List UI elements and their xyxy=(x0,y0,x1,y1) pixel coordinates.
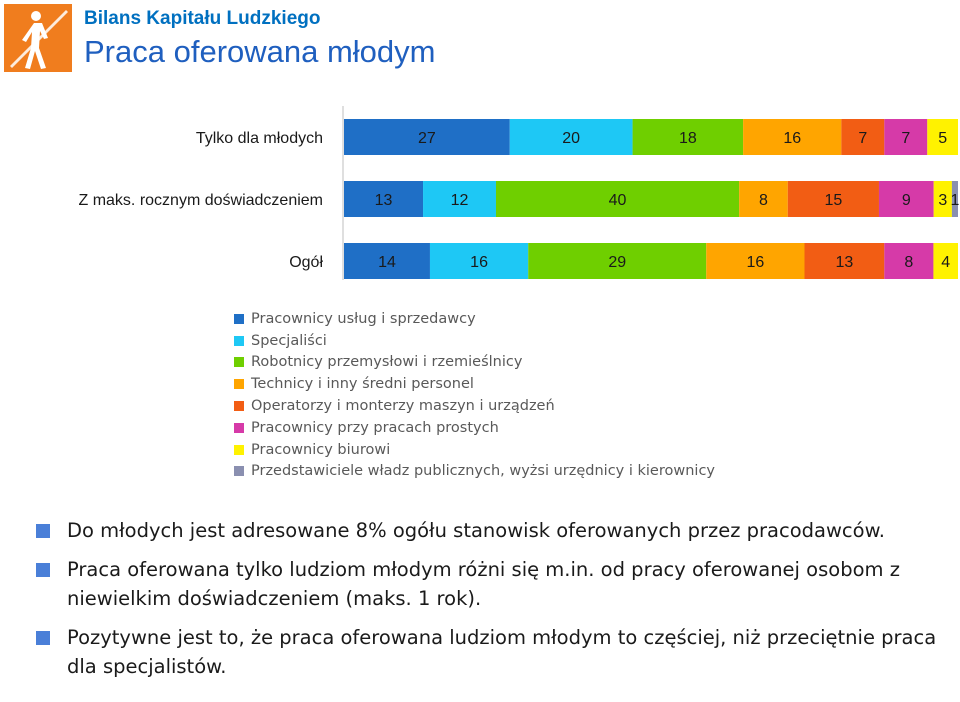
chart-legend: Pracownicy usług i sprzedawcy Specjaliści… xyxy=(234,308,715,482)
bar-value-label: 27 xyxy=(418,130,436,147)
bullet-text: Pozytywne jest to, że praca oferowana lu… xyxy=(67,626,937,678)
legend-swatch xyxy=(234,335,244,346)
bullet-text: Do młodych jest adresowane 8% ogółu stan… xyxy=(67,519,885,542)
bar-segment xyxy=(884,119,928,155)
legend-label: Technicy i inny średni personel xyxy=(251,376,474,393)
bullet-list: Do młodych jest adresowane 8% ogółu stan… xyxy=(36,516,956,691)
legend-label: Pracownicy przy pracach prostych xyxy=(251,419,499,436)
bar-segment xyxy=(528,243,707,279)
bar-segment xyxy=(344,243,430,279)
presentation-supertitle: Bilans Kapitału Ludzkiego xyxy=(84,8,321,29)
legend-item: Operatorzy i monterzy maszyn i urządzeń xyxy=(234,395,715,417)
legend-swatch xyxy=(234,466,244,477)
bar-value-label: 4 xyxy=(941,254,950,271)
bar-segment xyxy=(509,119,633,155)
bar-value-label: 18 xyxy=(679,130,697,147)
legend-item: Specjaliści xyxy=(234,330,715,352)
legend-item: Przedstawiciele władz publicznych, wyżsi… xyxy=(234,461,715,483)
legend-swatch xyxy=(234,444,244,455)
bar-segment xyxy=(804,243,885,279)
walking-person-logo-icon xyxy=(4,4,72,72)
bar-segment xyxy=(429,243,529,279)
bar-segment xyxy=(884,243,934,279)
square-bullet-icon xyxy=(36,631,50,645)
bullet-item: Do młodych jest adresowane 8% ogółu stan… xyxy=(36,516,956,545)
legend-item: Pracownicy przy pracach prostych xyxy=(234,417,715,439)
bullet-text: Praca oferowana tylko ludziom młodym róż… xyxy=(67,558,900,610)
square-bullet-icon xyxy=(36,563,50,577)
bar-segment xyxy=(933,243,958,279)
bar-value-label: 20 xyxy=(562,130,580,147)
legend-item: Pracownicy usług i sprzedawcy xyxy=(234,308,715,330)
bar-value-label: 14 xyxy=(378,254,396,271)
bar-segment xyxy=(841,119,885,155)
category-labels: Tylko dla młodych Z maks. rocznym doświad… xyxy=(78,130,323,271)
bar-segment xyxy=(787,181,879,217)
legend-swatch xyxy=(234,357,244,368)
bar-value-label: 1 xyxy=(951,192,960,209)
bar-value-label: 5 xyxy=(938,130,947,147)
bar-segment xyxy=(878,181,934,217)
bar-value-label: 15 xyxy=(824,192,842,209)
category-label: Ogół xyxy=(289,254,323,271)
bar-value-label: 7 xyxy=(858,130,867,147)
bar-value-label: 8 xyxy=(759,192,768,209)
legend-label: Pracownicy usług i sprzedawcy xyxy=(251,310,476,327)
bar-segment xyxy=(344,181,424,217)
bar-value-label: 16 xyxy=(783,130,801,147)
bar-segment xyxy=(739,181,788,217)
bar-value-label: 12 xyxy=(451,192,469,209)
bar-value-label: 8 xyxy=(904,254,913,271)
bar-segment xyxy=(951,181,958,217)
legend-swatch xyxy=(234,313,244,324)
bar-segment xyxy=(344,119,510,155)
legend-swatch xyxy=(234,379,244,390)
category-label: Z maks. rocznym doświadczeniem xyxy=(78,192,323,209)
legend-label: Pracownicy biurowi xyxy=(251,441,391,458)
legend-item: Technicy i inny średni personel xyxy=(234,373,715,395)
bullet-item: Praca oferowana tylko ludziom młodym róż… xyxy=(36,555,956,613)
legend-swatch xyxy=(234,422,244,433)
bar-segment xyxy=(632,119,744,155)
bar-value-label: 3 xyxy=(938,192,947,209)
bar-segment xyxy=(933,181,952,217)
legend-label: Specjaliści xyxy=(251,332,327,349)
square-bullet-icon xyxy=(36,524,50,538)
bar-segment xyxy=(927,119,958,155)
legend-label: Przedstawiciele władz publicznych, wyżsi… xyxy=(251,463,715,480)
bar-value-label: 16 xyxy=(746,254,764,271)
legend-item: Robotnicy przemysłowi i rzemieślnicy xyxy=(234,352,715,374)
category-label: Tylko dla młodych xyxy=(196,130,323,147)
bar-value-label: 40 xyxy=(609,192,627,209)
page-title: Praca oferowana młodym xyxy=(84,34,436,69)
bar-value-label: 7 xyxy=(901,130,910,147)
bar-value-label: 16 xyxy=(470,254,488,271)
bar-segment xyxy=(495,181,740,217)
bar-value-label: 13 xyxy=(836,254,854,271)
bar-segment xyxy=(743,119,842,155)
legend-label: Robotnicy przemysłowi i rzemieślnicy xyxy=(251,354,523,371)
legend-label: Operatorzy i monterzy maszyn i urządzeń xyxy=(251,398,555,415)
bar-value-label: 29 xyxy=(608,254,626,271)
bars-group: 27 20 18 16 7 7 5 13 12 40 8 15 9 3 1 14 16 29 16 13 8 4 xyxy=(344,119,960,279)
legend-item: Pracownicy biurowi xyxy=(234,439,715,461)
bullet-item: Pozytywne jest to, że praca oferowana lu… xyxy=(36,623,956,681)
legend-swatch xyxy=(234,401,244,412)
bar-value-label: 9 xyxy=(902,192,911,209)
bar-value-label: 13 xyxy=(375,192,393,209)
bar-segment xyxy=(706,243,805,279)
stacked-bar-chart: Tylko dla młodych Z maks. rocznym doświad… xyxy=(78,106,960,280)
bar-segment xyxy=(423,181,496,217)
